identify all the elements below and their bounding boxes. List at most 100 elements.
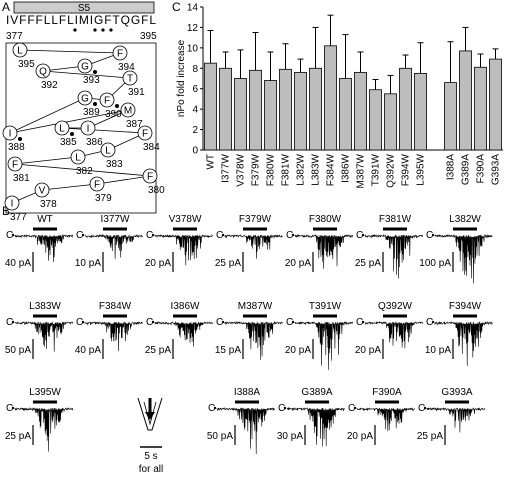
closed-dot xyxy=(81,320,85,324)
x-tick-label: F379W xyxy=(251,153,262,186)
residue-circle xyxy=(77,90,93,106)
current-trace xyxy=(364,321,423,349)
residue-circle xyxy=(77,58,93,74)
residue-number: 379 xyxy=(95,193,112,204)
closed-marker: C xyxy=(356,317,363,328)
closed-dot xyxy=(361,233,365,237)
y-tick-label: 2 xyxy=(192,125,198,136)
bar xyxy=(309,67,322,151)
trace-title: F379W xyxy=(239,214,272,225)
residue-circle xyxy=(7,156,23,172)
residue-circle xyxy=(89,176,105,192)
closed-marker: C xyxy=(76,230,83,241)
residue-letter: I xyxy=(87,124,90,135)
trace-title: I377W xyxy=(101,214,130,225)
trace-title: G389A xyxy=(301,387,332,398)
x-tick-label: L383W xyxy=(311,153,322,185)
trace-title: F394W xyxy=(449,301,482,312)
residue-number: 381 xyxy=(13,173,30,184)
bar xyxy=(474,66,487,151)
closed-marker: C xyxy=(76,317,83,328)
trace-title: L395W xyxy=(29,387,61,398)
residue-circle xyxy=(137,125,153,141)
seq-start: 377 xyxy=(6,31,23,42)
current-scale: 10 pA xyxy=(425,345,451,356)
closed-dot xyxy=(151,320,155,324)
current-scale: 25 pA xyxy=(5,431,31,442)
current-scale: 100 pA xyxy=(419,258,451,269)
closed-marker: C xyxy=(426,317,433,328)
closed-marker: C xyxy=(216,317,223,328)
trace-title: F381W xyxy=(379,214,412,225)
x-tick-label: G393A xyxy=(491,154,502,185)
y-tick-label: 12 xyxy=(187,23,199,34)
residue-letter: G xyxy=(81,94,89,105)
trace-title: WT xyxy=(37,214,53,225)
x-tick-label: T391W xyxy=(371,153,382,186)
closed-marker: C xyxy=(348,403,355,414)
current-scale: 50 pA xyxy=(5,345,31,356)
trace-title: F384W xyxy=(99,301,132,312)
residue-circle xyxy=(4,195,20,211)
residue-letter: F xyxy=(142,129,148,140)
current-trace xyxy=(14,407,74,452)
residue-circle xyxy=(80,120,96,136)
residue-dot xyxy=(93,102,97,106)
bar xyxy=(234,78,247,151)
closed-dot xyxy=(81,233,85,237)
current-trace xyxy=(154,321,213,347)
current-scale: 40 pA xyxy=(5,258,31,269)
trace-title: L383W xyxy=(29,301,61,312)
bar xyxy=(249,69,262,151)
panel-label: A xyxy=(2,0,10,14)
current-scale: 20 pA xyxy=(285,258,311,269)
current-scale: 40 pA xyxy=(75,345,101,356)
bar xyxy=(354,71,367,151)
closed-marker: C xyxy=(6,317,13,328)
x-tick-label: I377W xyxy=(221,153,232,182)
closed-dot xyxy=(283,406,287,410)
residue-dot xyxy=(115,104,119,108)
trace-title: F380W xyxy=(309,214,342,225)
time-note: for all xyxy=(139,464,163,475)
closed-dot xyxy=(431,320,435,324)
s5-box xyxy=(13,1,155,14)
residue-letter: F xyxy=(117,49,123,60)
current-scale: 20 pA xyxy=(145,258,171,269)
current-trace xyxy=(286,406,345,447)
seq-dot xyxy=(101,28,105,32)
current-trace xyxy=(224,234,283,259)
x-tick-label: G389A xyxy=(461,154,472,185)
closed-dot xyxy=(11,406,15,410)
current-trace xyxy=(154,234,213,266)
trace-title: G393A xyxy=(441,387,472,398)
residue-number: 391 xyxy=(128,87,145,98)
closed-dot xyxy=(11,233,15,237)
closed-dot xyxy=(431,233,435,237)
residue-letter: F xyxy=(104,96,110,107)
current-trace xyxy=(84,321,143,352)
residue-letter: I xyxy=(9,129,12,140)
bar xyxy=(459,50,472,151)
closed-marker: C xyxy=(286,230,293,241)
residue-number: 390 xyxy=(105,109,122,120)
residue-circle xyxy=(99,92,115,108)
closed-dot xyxy=(291,233,295,237)
closed-dot xyxy=(221,233,225,237)
seq-dot xyxy=(93,28,97,32)
closed-marker: C xyxy=(426,230,433,241)
x-tick-label: L382W xyxy=(296,153,307,185)
closed-marker: C xyxy=(216,230,223,241)
residue-letter: L xyxy=(17,46,23,57)
current-scale: 10 pA xyxy=(75,258,101,269)
residue-circle xyxy=(120,102,136,118)
bar xyxy=(384,93,397,151)
trace-title: M387W xyxy=(238,301,273,312)
closed-marker: C xyxy=(418,403,425,414)
residue-number: 389 xyxy=(83,107,100,118)
closed-marker: C xyxy=(208,403,215,414)
residue-number: 386 xyxy=(86,137,103,148)
closed-dot xyxy=(353,406,357,410)
residue-circle xyxy=(34,182,50,198)
x-tick-label: F381W xyxy=(281,153,292,186)
